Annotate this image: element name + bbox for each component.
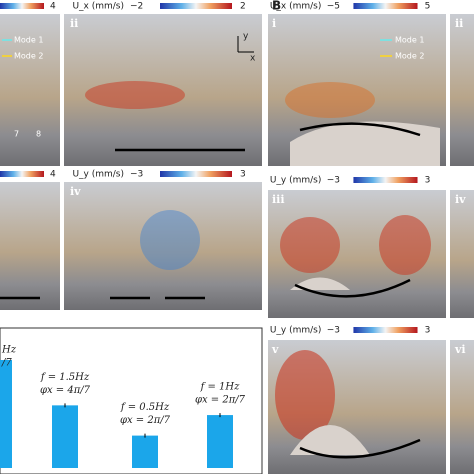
velocity-blob — [280, 217, 340, 273]
colorbar-max: 3 — [240, 170, 246, 180]
colorbar-min: −5 — [327, 2, 340, 12]
velocity-blob — [140, 210, 200, 270]
panel-numeral: iii — [272, 193, 285, 206]
colorbar — [160, 3, 232, 9]
colorbar — [160, 171, 232, 177]
velocity-blob — [85, 81, 185, 109]
panel-numeral: ii — [455, 17, 463, 30]
flow-image — [450, 14, 474, 166]
legend-label: Mode 2 — [14, 52, 43, 61]
panels — [0, 14, 474, 474]
panel-numeral: v — [271, 343, 279, 356]
legend-label: Mode 1 — [14, 36, 43, 45]
colorbar-min: −3 — [130, 170, 143, 180]
bar — [52, 405, 78, 468]
colorbar-min: −3 — [327, 326, 340, 336]
annotation: φx = 2π/7 — [195, 395, 246, 406]
colorbar-label: U_y (mm/s) — [72, 170, 124, 180]
body-shape — [290, 121, 440, 166]
annotation: φx = 4π/7 — [40, 385, 91, 396]
velocity-blob — [275, 350, 335, 440]
panel-numeral: ii — [70, 17, 78, 30]
legend-label: Mode 1 — [395, 36, 424, 45]
body-shape — [290, 277, 350, 290]
bar — [0, 360, 12, 468]
axis-glyph — [237, 36, 254, 53]
panel-numeral: iv — [70, 185, 81, 198]
flow-image — [0, 182, 60, 310]
colorbar-max: 3 — [425, 176, 431, 186]
colorbar-max: 3 — [425, 326, 431, 336]
colorbar-max: 5 — [425, 2, 431, 12]
velocity-blob — [285, 82, 375, 118]
body-shape — [290, 425, 370, 455]
panel-numeral: vi — [454, 343, 466, 356]
axis-glyph-label: x — [250, 54, 256, 64]
colorbar-min: −2 — [130, 2, 143, 12]
annotation: /7 — [1, 358, 12, 369]
annotation: f = 1.5Hz — [40, 372, 90, 383]
bar — [207, 415, 233, 468]
colorbar-max: 4 — [50, 2, 56, 12]
annotation: Hz — [1, 345, 17, 356]
segment-label: 8 — [36, 130, 41, 139]
annotation: φx = 2π/7 — [120, 415, 171, 426]
colorbar — [353, 3, 418, 9]
colorbar — [353, 327, 418, 333]
colorbar-label: U_y (mm/s) — [270, 326, 322, 336]
colorbar — [353, 177, 418, 183]
colorbar — [0, 3, 44, 9]
annotation: f = 1Hz — [200, 382, 241, 393]
bar — [132, 435, 158, 468]
flow-image — [64, 182, 262, 310]
colorbar-label: U_x (mm/s) — [72, 2, 124, 12]
annotation: f = 0.5Hz — [120, 402, 170, 413]
flow-image — [450, 340, 474, 474]
velocity-blob — [379, 215, 431, 275]
colorbar-label: U_y (mm/s) — [270, 176, 322, 186]
colorbar-max: 2 — [240, 2, 246, 12]
segment-label: 7 — [14, 130, 19, 139]
flow-image — [450, 190, 474, 318]
arrow — [294, 278, 411, 298]
colorbar — [0, 171, 44, 177]
panel-label: B — [272, 0, 281, 13]
panel-numeral: i — [272, 17, 276, 30]
colorbar-max: 4 — [50, 170, 56, 180]
panel-numeral: iv — [455, 193, 466, 206]
arrow — [299, 122, 421, 137]
colorbar-label: U_x (mm/s) — [270, 2, 322, 12]
axis-glyph-label: y — [243, 32, 249, 42]
arrow — [299, 438, 421, 459]
colorbar-min: −3 — [327, 176, 340, 186]
legend-label: Mode 2 — [395, 52, 424, 61]
